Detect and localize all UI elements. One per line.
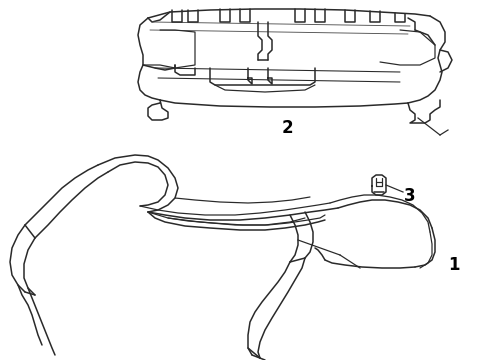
Text: 3: 3 [404, 187, 416, 205]
Text: 1: 1 [448, 256, 460, 274]
Text: 2: 2 [282, 119, 294, 137]
